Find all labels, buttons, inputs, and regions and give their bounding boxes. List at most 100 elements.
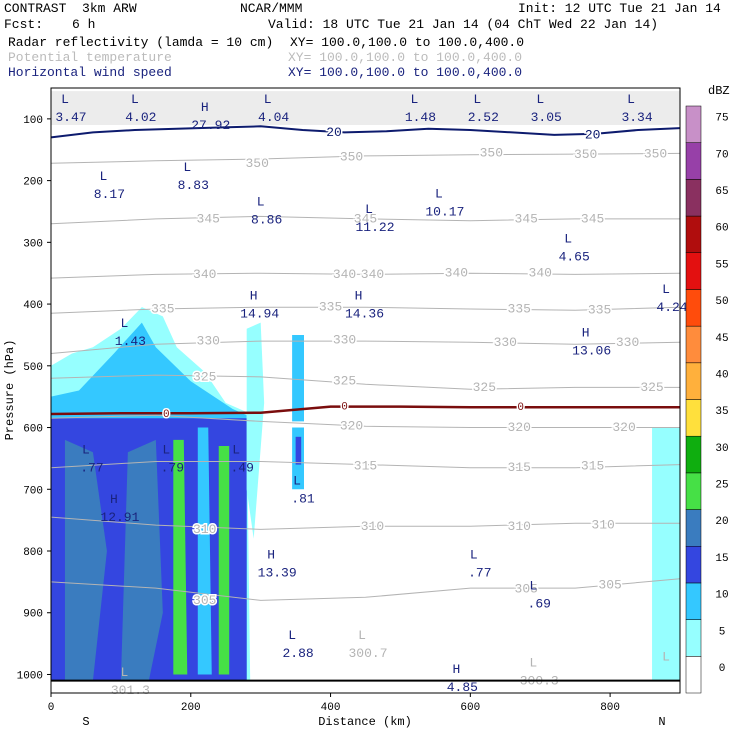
y-tick-label-100: 100 — [23, 115, 43, 127]
theta-contour-315 — [51, 461, 680, 469]
y-tick-label-900: 900 — [23, 609, 43, 621]
fcst-label: Fcst: — [4, 17, 44, 32]
extremum-marker-type-27: L — [288, 628, 296, 643]
extremum-marker-type-21: L — [232, 443, 240, 458]
extremum-marker-value-26: .69 — [528, 596, 551, 611]
extremum-marker-type-25: L — [470, 548, 478, 563]
theta-contour-325 — [51, 374, 680, 390]
colorbar-swatch-10 — [685, 582, 702, 620]
y-tick-label-600: 600 — [23, 424, 43, 436]
theta-label-23: 325 — [333, 374, 356, 389]
colorbar-label-0: 0 — [719, 663, 726, 675]
theta-label-10: 340 — [333, 267, 356, 282]
theta-label-8: 345 — [581, 211, 604, 226]
theta-label-37: 305 — [515, 582, 538, 597]
colorbar-swatch-65 — [685, 179, 702, 217]
x-axis-label: Distance (km) — [318, 715, 412, 729]
refl-fill-20a — [64, 439, 107, 681]
theta-contour-330 — [51, 340, 680, 354]
extremum-marker-value-10: 8.86 — [251, 212, 282, 227]
colorbar-swatch-45 — [685, 325, 702, 364]
extremum-marker-type-3: L — [264, 92, 272, 107]
theta-label-9: 340 — [193, 267, 216, 282]
theta-label-33: 310 — [361, 519, 384, 534]
field-reflectivity-xy: XY= 100.0,100.0 to 100.0,400.0 — [290, 35, 525, 50]
wind-label-1: 20 — [585, 127, 601, 142]
title-text: CONTRAST 3km ARW — [4, 1, 137, 16]
extremum-marker-type-2: H — [201, 100, 209, 115]
extremum-marker-type-23: H — [110, 492, 118, 507]
extremum-marker-value-7: 3.34 — [621, 110, 652, 125]
theta-extremum-marker-value-2: 301.3 — [111, 683, 150, 698]
theta-label-32: 310 — [193, 522, 216, 537]
extremum-marker-type-26: L — [529, 578, 537, 593]
x-tick-label-0: 0 — [48, 702, 55, 714]
extremum-marker-value-8: 8.17 — [94, 187, 125, 202]
theta-label-6: 345 — [354, 211, 377, 226]
extremum-marker-value-20: .79 — [161, 461, 184, 476]
theta-label-4: 350 — [644, 146, 667, 161]
theta-contour-340 — [51, 272, 680, 279]
theta-label-3: 350 — [574, 147, 597, 162]
colorbar-label-70: 70 — [715, 149, 728, 161]
extremum-marker-type-0: L — [61, 92, 69, 107]
zero-label-0: 0 — [163, 409, 170, 421]
refl-fill-10b — [197, 427, 212, 675]
extremum-marker-value-25: .77 — [468, 566, 491, 581]
extremum-marker-value-12: 10.17 — [425, 204, 464, 219]
y-tick-label-1000: 1000 — [17, 670, 43, 682]
theta-label-15: 335 — [319, 300, 342, 315]
extremum-marker-type-24: H — [267, 548, 275, 563]
colorbar-swatch-70 — [685, 142, 702, 180]
x-end-label-left: S — [82, 715, 89, 729]
theta-contour-320 — [51, 414, 680, 428]
theta-label-12: 340 — [445, 266, 468, 281]
theta-extremum-marker-type-1: L — [529, 656, 537, 671]
refl-fill-15c — [295, 436, 302, 465]
theta-extremum-marker-type-2: L — [120, 665, 128, 680]
theta-label-14: 335 — [151, 301, 174, 316]
extremum-marker-value-28: 4.85 — [447, 680, 478, 695]
extremum-marker-value-3: 4.04 — [258, 110, 289, 125]
colorbar-label-45: 45 — [715, 333, 728, 345]
colorbar-swatch-20 — [685, 509, 702, 547]
theta-label-7: 345 — [515, 211, 538, 226]
x-tick-label-200: 200 — [181, 702, 201, 714]
extremum-marker-type-6: L — [536, 92, 544, 107]
theta-label-18: 330 — [197, 334, 220, 349]
theta-label-16: 335 — [508, 301, 531, 316]
extremum-marker-type-14: L — [662, 282, 670, 297]
colorbar-swatch-35 — [685, 399, 702, 437]
theta-label-13: 340 — [529, 266, 552, 281]
colorbar-swatch-60 — [685, 215, 702, 253]
theta-label-30: 315 — [508, 460, 531, 475]
extremum-marker-value-13: 4.65 — [559, 250, 590, 265]
y-tick-label-500: 500 — [23, 362, 43, 374]
upper-wind-band — [51, 91, 680, 126]
center-text: NCAR/MMM — [240, 1, 303, 16]
field-theta: Potential temperature — [8, 50, 172, 65]
y-tick-label-700: 700 — [23, 485, 43, 497]
colorbar-label-30: 30 — [715, 443, 728, 455]
extremum-marker-type-17: H — [582, 325, 590, 340]
x-tick-label-600: 600 — [460, 702, 480, 714]
extremum-marker-value-24: 13.39 — [258, 566, 297, 581]
extremum-marker-type-9: L — [183, 160, 191, 175]
extremum-marker-value-14: 4.24 — [656, 300, 687, 315]
field-theta-xy: XY= 100.0,100.0 to 100.0,400.0 — [288, 50, 523, 65]
theta-label-11: 340 — [361, 267, 384, 282]
theta-label-25: 325 — [640, 380, 663, 395]
theta-label-2: 350 — [480, 145, 503, 160]
theta-label-31: 315 — [581, 458, 604, 473]
y-axis-label: Pressure (hPa) — [3, 340, 17, 441]
theta-contour-335 — [51, 306, 680, 314]
extremum-marker-value-6: 3.05 — [531, 110, 562, 125]
extremum-marker-type-16: H — [355, 288, 363, 303]
extremum-marker-value-21: .49 — [231, 461, 254, 476]
field-reflectivity: Radar reflectivity (lamda = 10 cm) — [8, 35, 274, 50]
extremum-marker-value-18: 1.43 — [115, 334, 146, 349]
refl-fill-5d — [652, 427, 680, 681]
refl-fill-10c — [292, 334, 304, 422]
colorbar-swatch-25 — [685, 472, 702, 510]
extremum-marker-value-15: 14.94 — [240, 306, 279, 321]
